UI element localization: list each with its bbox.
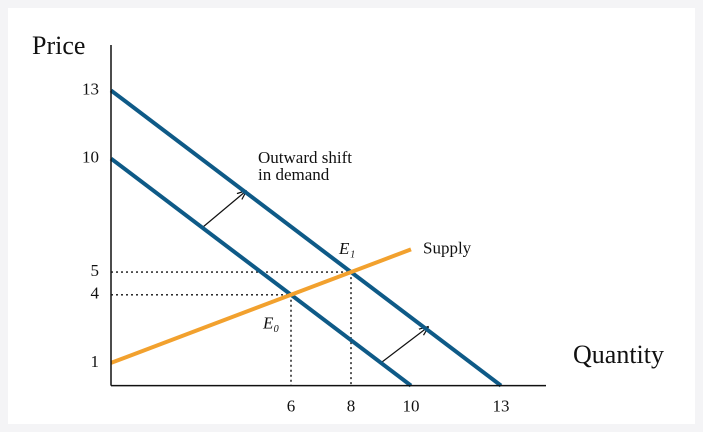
curve xyxy=(110,247,412,365)
shift-arrow xyxy=(381,327,428,363)
curve xyxy=(109,156,413,388)
x-axis-title: Quantity xyxy=(573,340,664,369)
panel xyxy=(8,8,695,424)
series-label: Supply xyxy=(423,238,472,257)
y-tick-label: 5 xyxy=(91,261,100,280)
x-tick-label: 6 xyxy=(287,397,296,416)
y-tick-label: 1 xyxy=(91,352,100,371)
y-axis-title: Price xyxy=(32,31,85,60)
x-tick-label: 8 xyxy=(347,397,356,416)
shift-arrow xyxy=(202,191,246,228)
y-tick-label: 13 xyxy=(82,79,99,98)
equilibrium-label: E₀ xyxy=(262,314,279,333)
curve xyxy=(109,88,503,388)
equilibrium-label: E₁ xyxy=(338,239,355,258)
x-tick-label: 10 xyxy=(403,397,420,416)
y-tick-label: 4 xyxy=(91,284,100,303)
x-tick-label: 13 xyxy=(493,397,510,416)
shift-label: in demand xyxy=(258,165,330,184)
shift-label: Outward shift xyxy=(258,148,352,167)
y-tick-label: 10 xyxy=(82,147,99,166)
